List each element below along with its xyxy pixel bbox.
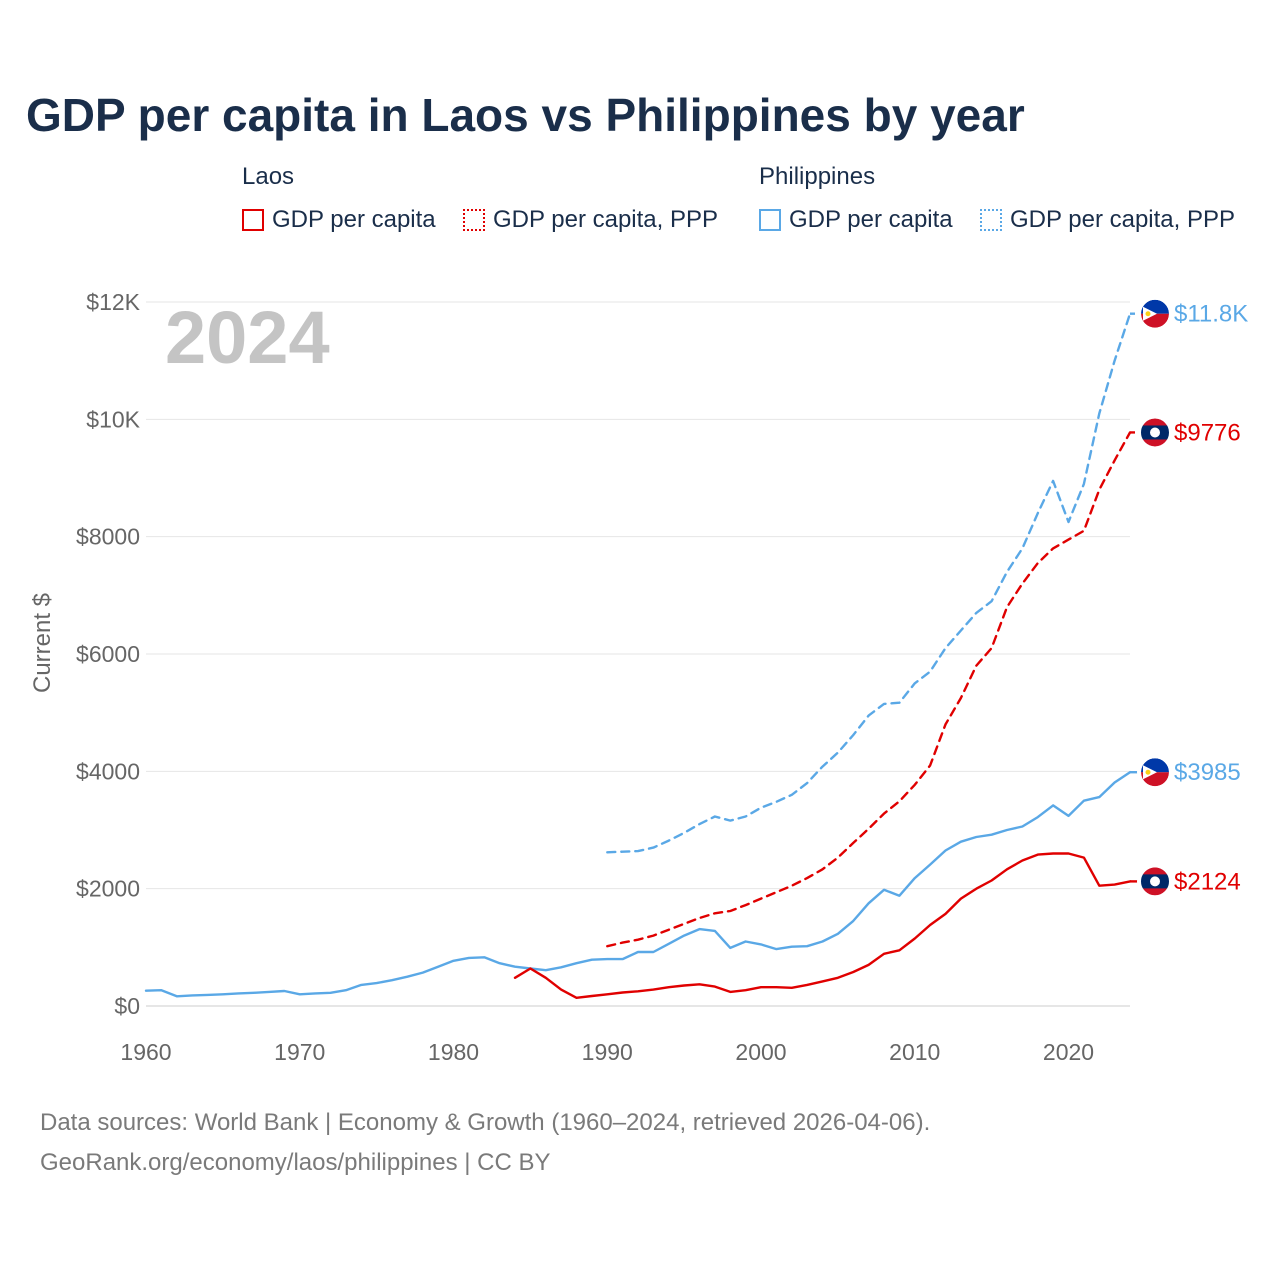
legend-item-label: GDP per capita — [789, 206, 953, 233]
x-tick-label: 2000 — [735, 1039, 786, 1065]
y-tick-label: $2000 — [76, 876, 140, 902]
legend-item-laos-gdp[interactable]: GDP per capita — [242, 206, 436, 234]
legend-item-philippines-gdp-ppp[interactable]: GDP per capita, PPP — [980, 206, 1235, 234]
y-axis-label: Current $ — [29, 593, 56, 693]
series-lines — [144, 312, 1132, 999]
series-line-philippines-gdp-per-capita-ppp — [606, 312, 1132, 854]
laos-flag-icon — [1130, 414, 1173, 451]
chart-title: GDP per capita in Laos vs Philippines by… — [26, 89, 1025, 141]
philippines-flag-icon — [1130, 295, 1173, 332]
grid-lines — [146, 301, 1130, 1007]
x-tick-label: 2010 — [889, 1039, 940, 1065]
legend-group-philippines: Philippines — [759, 163, 876, 190]
end-value-label: $3985 — [1174, 759, 1241, 786]
end-value-label: $9776 — [1174, 419, 1241, 446]
end-value-label: $11.8K — [1174, 301, 1248, 328]
x-tick-label: 1990 — [582, 1039, 633, 1065]
end-value-label: $2124 — [1174, 868, 1241, 895]
legend-group-laos: Laos — [242, 163, 295, 190]
x-axis-ticks: 1960 1970 1980 1990 2000 2010 2020 — [120, 1039, 1094, 1065]
legend-item-label: GDP per capita, PPP — [1010, 206, 1235, 233]
legend-item-label: GDP per capita, PPP — [493, 206, 718, 233]
y-tick-label: $8000 — [76, 524, 140, 550]
legend-swatch-solid-red — [242, 209, 264, 231]
x-tick-label: 1980 — [428, 1039, 479, 1065]
y-tick-label: $10K — [86, 406, 140, 432]
legend-item-label: GDP per capita — [272, 206, 436, 233]
line-chart: $0$2000$4000$6000$8000$10K$12K 1960 1970 1… — [29, 289, 1248, 1065]
legend-item-laos-gdp-ppp[interactable]: GDP per capita, PPP — [463, 206, 718, 234]
y-tick-label: $4000 — [76, 758, 140, 784]
series-line-laos-gdp-per-capita — [513, 852, 1132, 999]
legend-swatch-dotted-red — [463, 209, 485, 231]
legend-swatch-dotted-blue — [980, 209, 1002, 231]
y-axis-ticks: $0 $2000 $4000 $6000 $8000 $10K $12K — [76, 289, 141, 1019]
y-tick-label: $12K — [86, 289, 140, 315]
series-line-laos-gdp-per-capita-ppp — [606, 431, 1132, 948]
source-line-1: Data sources: World Bank | Economy & Gro… — [40, 1109, 931, 1136]
x-tick-label: 2020 — [1043, 1039, 1094, 1065]
series-line-philippines-gdp-per-capita — [144, 771, 1132, 998]
legend-item-philippines-gdp[interactable]: GDP per capita — [759, 206, 953, 234]
laos-flag-icon — [1130, 863, 1173, 900]
source-line-2[interactable]: GeoRank.org/economy/laos/philippines | C… — [40, 1149, 551, 1176]
y-tick-label: $0 — [114, 993, 140, 1019]
end-markers: $11.8K $9776 $3985 $2124 — [1130, 295, 1248, 900]
legend-swatch-solid-blue — [759, 209, 781, 231]
x-tick-label: 1960 — [120, 1039, 171, 1065]
philippines-flag-icon — [1130, 754, 1173, 791]
x-tick-label: 1970 — [274, 1039, 325, 1065]
year-watermark: 2024 — [165, 296, 330, 379]
y-tick-label: $6000 — [76, 641, 140, 667]
